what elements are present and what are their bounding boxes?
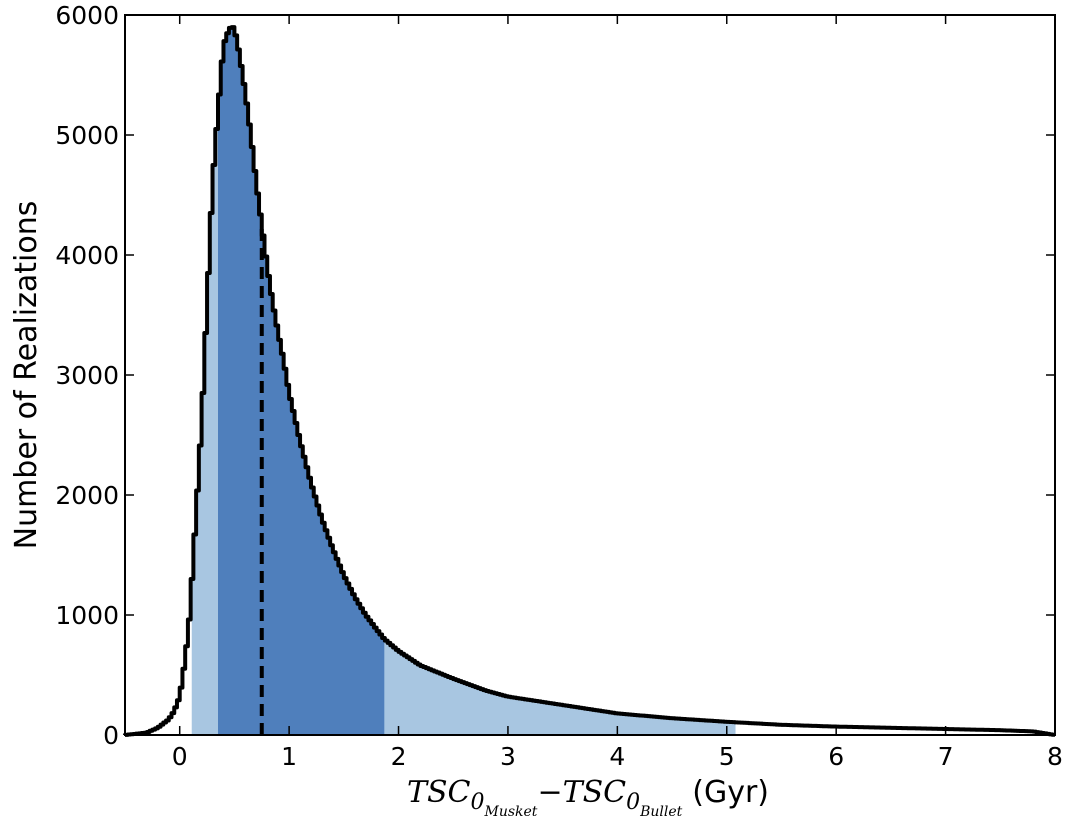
confidence-interval-fills	[191, 27, 736, 735]
x-label-minus: −	[537, 775, 562, 810]
histogram-lines	[123, 25, 1055, 737]
y-axis-label: Number of Realizations	[9, 201, 44, 550]
x-tick-label: 6	[828, 742, 844, 771]
x-label-subsub-1: Musket	[484, 804, 538, 820]
histogram-outline	[123, 25, 1055, 737]
y-tick-label: 4000	[55, 241, 119, 270]
x-label-sub-2: 0	[626, 790, 640, 815]
axis-ticks: 0 1 2 3 4 5 6 7 8 0 1000 2000 3000 4000 5000 6000	[55, 1, 1063, 771]
x-label-sub-1: 0	[471, 790, 485, 815]
x-tick-label: 4	[609, 742, 625, 771]
x-tick-label: 2	[391, 742, 407, 771]
x-label-subsub-2: Bullet	[639, 804, 683, 820]
y-tick-label: 2000	[55, 481, 119, 510]
x-tick-label: 8	[1047, 742, 1063, 771]
y-tick-label: 0	[103, 721, 119, 750]
x-tick-label: 7	[938, 742, 954, 771]
y-tick-label: 6000	[55, 1, 119, 30]
x-tick-label: 3	[500, 742, 516, 771]
x-axis-label: TSC0Musket−TSC0Bullet(Gyr)	[407, 775, 769, 820]
interval-68-fill	[218, 27, 385, 735]
x-tick-label: 5	[719, 742, 735, 771]
y-tick-label: 1000	[55, 601, 119, 630]
x-tick-label: 0	[172, 742, 188, 771]
y-tick-label: 3000	[55, 361, 119, 390]
x-label-term-1: TSC	[407, 775, 471, 810]
x-label-unit: (Gyr)	[692, 775, 769, 810]
y-tick-label: 5000	[55, 121, 119, 150]
x-label-term-2: TSC	[563, 775, 627, 810]
x-tick-label: 1	[281, 742, 297, 771]
